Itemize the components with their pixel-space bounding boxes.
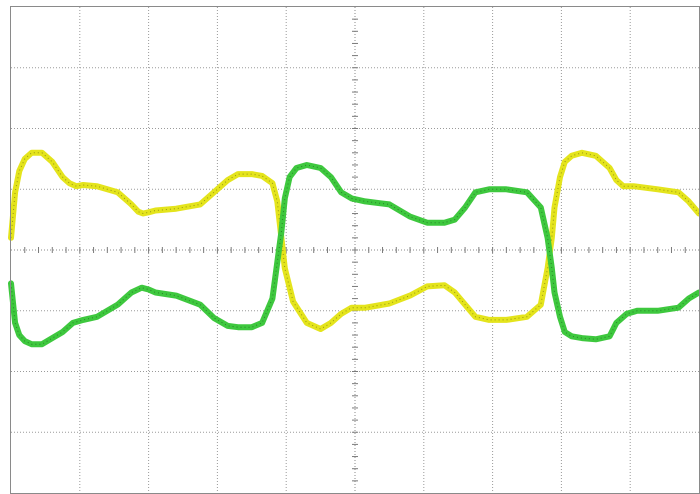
trace-line: [8, 162, 700, 348]
trace-2: [8, 162, 700, 348]
traces: [8, 149, 700, 348]
trace-noise: [10, 152, 700, 330]
trace-1: [8, 149, 700, 332]
trace-line: [8, 149, 700, 332]
center-axes: [11, 7, 699, 493]
